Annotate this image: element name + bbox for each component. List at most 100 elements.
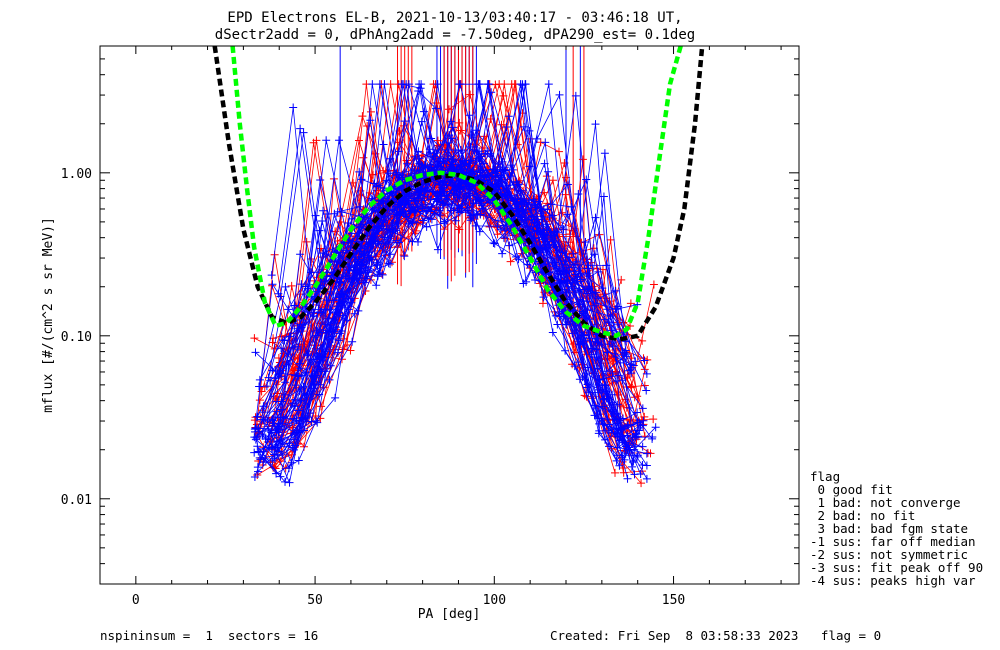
trace-line — [259, 95, 638, 381]
data-point — [373, 261, 382, 270]
data-point — [414, 237, 423, 246]
data-point — [462, 178, 471, 187]
data-point — [299, 382, 308, 391]
data-point — [457, 165, 466, 174]
data-point — [563, 180, 572, 189]
data-point — [580, 330, 589, 339]
data-point — [649, 415, 658, 424]
data-point — [518, 81, 527, 90]
legend: flag 0 good fit 1 bad: not converge 2 ba… — [810, 469, 983, 588]
data-point — [379, 140, 388, 149]
data-point — [472, 126, 481, 135]
data-point — [366, 107, 375, 116]
data-point — [465, 111, 474, 120]
data-point — [623, 474, 632, 483]
data-point — [637, 479, 646, 488]
data-point — [638, 442, 647, 451]
data-point — [296, 124, 305, 133]
data-point — [455, 80, 464, 89]
data-point — [576, 337, 585, 346]
data-point — [323, 209, 332, 218]
data-point — [413, 185, 422, 194]
x-tick-label: 50 — [307, 593, 323, 608]
data-point — [260, 383, 269, 392]
data-point — [463, 206, 472, 215]
data-point — [579, 296, 588, 305]
data-point — [642, 449, 651, 458]
data-point — [392, 210, 401, 219]
data-point — [359, 220, 368, 229]
data-point — [455, 208, 464, 217]
data-point — [627, 462, 636, 471]
data-point — [615, 461, 624, 470]
data-point — [280, 336, 289, 345]
data-point — [553, 320, 562, 329]
data-point — [600, 420, 609, 429]
data-point — [436, 187, 445, 196]
data-point — [562, 320, 571, 329]
data-point — [563, 210, 572, 219]
data-point — [599, 192, 608, 201]
x-axis-label: PA [deg] — [418, 607, 481, 622]
data-point — [638, 336, 647, 345]
data-point — [456, 146, 465, 155]
data-point — [413, 203, 422, 212]
data-point — [374, 181, 383, 190]
data-point — [529, 195, 538, 204]
data-point — [493, 230, 502, 239]
data-point — [316, 380, 325, 389]
data-point — [585, 334, 594, 343]
data-point — [333, 348, 342, 357]
data-point — [285, 478, 294, 487]
data-point — [251, 427, 260, 436]
x-tick-label: 100 — [483, 593, 506, 608]
data-point — [291, 381, 300, 390]
data-point — [476, 210, 485, 219]
data-point — [386, 259, 395, 268]
data-point — [270, 419, 279, 428]
trace-group — [256, 143, 642, 464]
data-point — [415, 80, 424, 89]
data-point — [487, 88, 496, 97]
data-point — [522, 277, 531, 286]
data-point — [548, 328, 557, 337]
data-point — [418, 201, 427, 210]
data-point — [366, 116, 375, 125]
data-point — [455, 118, 464, 127]
data-point — [495, 80, 504, 89]
data-point — [627, 369, 636, 378]
data-point — [570, 362, 579, 371]
data-point — [313, 418, 322, 427]
data-point — [618, 376, 627, 385]
data-point — [306, 268, 315, 277]
data-point — [406, 206, 415, 215]
data-point — [386, 250, 395, 259]
data-point — [621, 346, 630, 355]
data-point — [397, 80, 406, 89]
data-point — [346, 346, 355, 355]
data-point — [262, 382, 271, 391]
data-point — [526, 207, 535, 216]
data-point — [446, 206, 455, 215]
data-point — [565, 266, 574, 275]
data-point — [334, 295, 343, 304]
data-point — [606, 235, 615, 244]
data-point — [632, 452, 641, 461]
data-point — [317, 328, 326, 337]
y-tick-label: 0.01 — [61, 493, 92, 508]
data-point — [301, 414, 310, 423]
data-point — [603, 348, 612, 357]
data-point — [475, 80, 484, 89]
data-point — [477, 199, 486, 208]
data-point — [599, 395, 608, 404]
data-point — [321, 320, 330, 329]
data-point — [281, 477, 290, 486]
chart-subtitle: dSectr2add = 0, dPhAng2add = -7.50deg, d… — [215, 27, 695, 43]
data-point — [273, 443, 282, 452]
data-point — [582, 369, 591, 378]
data-point — [447, 117, 456, 126]
data-point — [444, 138, 453, 147]
data-point — [426, 195, 435, 204]
data-point — [595, 426, 604, 435]
